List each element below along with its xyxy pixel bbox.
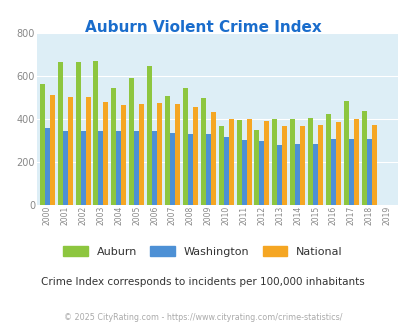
Bar <box>134 131 139 205</box>
Bar <box>277 145 281 205</box>
Bar <box>330 139 335 205</box>
Bar <box>111 88 116 205</box>
Text: © 2025 CityRating.com - https://www.cityrating.com/crime-statistics/: © 2025 CityRating.com - https://www.city… <box>64 313 341 322</box>
Bar <box>272 119 277 205</box>
Bar <box>85 97 90 205</box>
Text: Crime Index corresponds to incidents per 100,000 inhabitants: Crime Index corresponds to incidents per… <box>41 278 364 287</box>
Bar <box>200 98 205 205</box>
Bar <box>50 95 55 205</box>
Bar <box>75 62 80 205</box>
Text: Auburn Violent Crime Index: Auburn Violent Crime Index <box>84 20 321 35</box>
Bar <box>343 101 348 205</box>
Bar <box>299 126 305 205</box>
Bar <box>348 139 353 205</box>
Bar <box>192 107 197 205</box>
Bar <box>147 66 152 205</box>
Bar <box>259 141 264 205</box>
Bar <box>116 131 121 205</box>
Bar <box>175 104 179 205</box>
Bar <box>294 144 299 205</box>
Bar <box>68 97 72 205</box>
Bar <box>218 126 223 205</box>
Bar <box>93 61 98 205</box>
Bar <box>182 88 188 205</box>
Bar <box>188 134 192 205</box>
Bar <box>45 128 50 205</box>
Bar <box>98 131 103 205</box>
Bar <box>62 131 68 205</box>
Bar <box>139 104 144 205</box>
Bar <box>366 139 371 205</box>
Bar <box>254 129 259 205</box>
Legend: Auburn, Washington, National: Auburn, Washington, National <box>59 242 346 261</box>
Bar <box>80 131 85 205</box>
Bar <box>353 119 358 205</box>
Bar <box>121 105 126 205</box>
Bar <box>241 140 246 205</box>
Bar <box>164 96 170 205</box>
Bar <box>307 118 312 205</box>
Bar <box>170 133 175 205</box>
Bar <box>325 114 330 205</box>
Bar <box>335 122 340 205</box>
Bar <box>223 137 228 205</box>
Bar <box>205 134 210 205</box>
Bar <box>228 119 233 205</box>
Bar <box>246 119 251 205</box>
Bar <box>317 125 322 205</box>
Bar <box>129 78 134 205</box>
Bar <box>40 84 45 205</box>
Bar <box>152 131 157 205</box>
Bar <box>371 125 376 205</box>
Bar <box>361 111 366 205</box>
Bar <box>103 102 108 205</box>
Bar <box>236 120 241 205</box>
Bar <box>157 103 162 205</box>
Bar <box>58 62 62 205</box>
Bar <box>264 121 269 205</box>
Bar <box>210 112 215 205</box>
Bar <box>290 119 294 205</box>
Bar <box>281 126 287 205</box>
Bar <box>312 144 317 205</box>
